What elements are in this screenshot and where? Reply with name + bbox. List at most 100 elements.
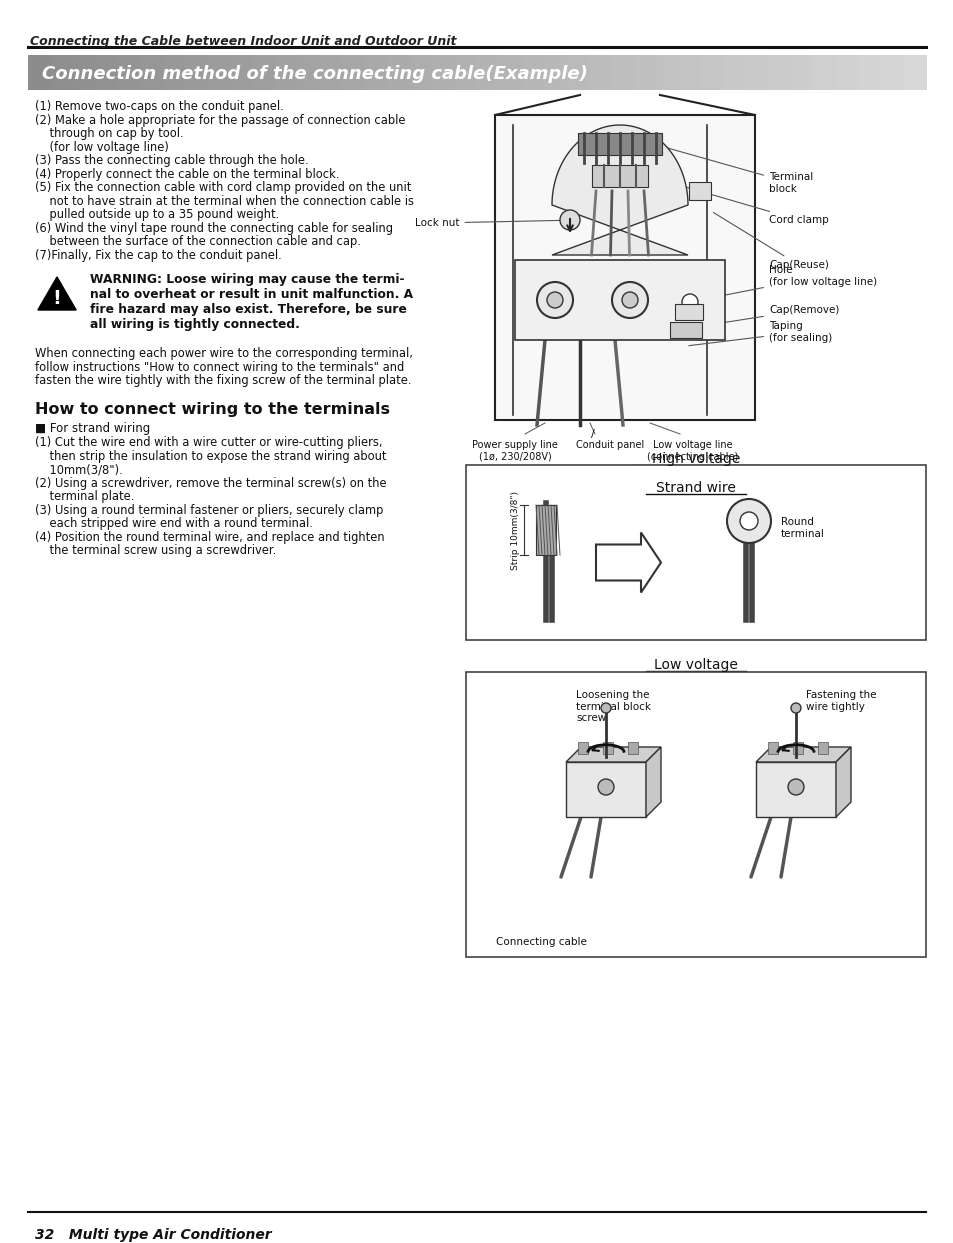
Text: through on cap by tool.: through on cap by tool. xyxy=(35,127,183,140)
Bar xyxy=(578,133,661,155)
Bar xyxy=(589,55,612,89)
Bar xyxy=(634,55,657,89)
Text: (4) Position the round terminal wire, and replace and tighten: (4) Position the round terminal wire, an… xyxy=(35,531,384,543)
Polygon shape xyxy=(38,277,76,310)
Polygon shape xyxy=(645,747,660,817)
Polygon shape xyxy=(552,126,687,255)
Text: When connecting each power wire to the corresponding terminal,: When connecting each power wire to the c… xyxy=(35,347,413,360)
Bar xyxy=(881,55,903,89)
Bar xyxy=(723,55,746,89)
Bar xyxy=(675,305,702,319)
Text: (7)Finally, Fix the cap to the conduit panel.: (7)Finally, Fix the cap to the conduit p… xyxy=(35,249,281,261)
Bar xyxy=(656,55,679,89)
Bar xyxy=(755,762,835,817)
Bar xyxy=(72,55,96,89)
Bar xyxy=(688,181,710,200)
Bar xyxy=(536,505,556,556)
Bar xyxy=(768,55,792,89)
Polygon shape xyxy=(755,747,850,762)
Bar xyxy=(790,55,814,89)
Bar xyxy=(544,55,567,89)
Bar xyxy=(208,55,231,89)
Bar xyxy=(858,55,882,89)
Text: (3) Pass the connecting cable through the hole.: (3) Pass the connecting cable through th… xyxy=(35,154,309,167)
Bar xyxy=(342,55,365,89)
Bar xyxy=(476,55,500,89)
Bar xyxy=(95,55,119,89)
Text: then strip the insulation to expose the strand wiring about: then strip the insulation to expose the … xyxy=(35,450,386,462)
Text: Power supply line
(1ø, 230/208V): Power supply line (1ø, 230/208V) xyxy=(472,440,558,461)
Text: (5) Fix the connection cable with cord clamp provided on the unit: (5) Fix the connection cable with cord c… xyxy=(35,181,411,194)
Circle shape xyxy=(546,292,562,308)
Circle shape xyxy=(621,292,638,308)
Text: (2) Make a hole appropriate for the passage of connection cable: (2) Make a hole appropriate for the pass… xyxy=(35,113,405,127)
Text: fire hazard may also exist. Therefore, be sure: fire hazard may also exist. Therefore, b… xyxy=(90,303,406,316)
Text: Terminal
block: Terminal block xyxy=(652,144,812,194)
Bar xyxy=(515,260,724,341)
Text: nal to overheat or result in unit malfunction. A: nal to overheat or result in unit malfun… xyxy=(90,288,413,301)
Text: Strand wire: Strand wire xyxy=(656,481,735,495)
Text: Connecting the Cable between Indoor Unit and Outdoor Unit: Connecting the Cable between Indoor Unit… xyxy=(30,35,456,48)
Bar xyxy=(745,55,769,89)
Bar xyxy=(495,116,754,420)
Circle shape xyxy=(600,704,610,713)
Text: (4) Properly connect the cable on the terminal block.: (4) Properly connect the cable on the te… xyxy=(35,168,339,180)
Text: Low voltage line
(connecting cable): Low voltage line (connecting cable) xyxy=(647,440,738,461)
Bar xyxy=(592,165,647,186)
Text: Cap(Reuse): Cap(Reuse) xyxy=(713,213,828,270)
Text: Fastening the
wire tightly: Fastening the wire tightly xyxy=(805,690,876,711)
Circle shape xyxy=(598,779,614,796)
Text: each stripped wire end with a round terminal.: each stripped wire end with a round term… xyxy=(35,517,313,530)
Text: /: / xyxy=(591,429,595,439)
Text: (for low voltage line): (for low voltage line) xyxy=(35,140,169,153)
Text: Round
terminal: Round terminal xyxy=(781,517,824,538)
Text: Low voltage: Low voltage xyxy=(654,658,738,672)
Text: Cap(Remove): Cap(Remove) xyxy=(691,305,839,328)
Bar xyxy=(700,55,724,89)
Bar xyxy=(792,742,802,755)
Text: (6) Wind the vinyl tape round the connecting cable for sealing: (6) Wind the vinyl tape round the connec… xyxy=(35,221,393,235)
Text: How to connect wiring to the terminals: How to connect wiring to the terminals xyxy=(35,401,390,416)
Bar xyxy=(627,742,638,755)
Bar xyxy=(432,55,456,89)
Bar xyxy=(817,742,827,755)
Circle shape xyxy=(790,704,801,713)
Bar xyxy=(163,55,186,89)
Text: !: ! xyxy=(52,288,61,307)
Circle shape xyxy=(537,282,573,318)
Circle shape xyxy=(681,295,698,310)
Polygon shape xyxy=(596,532,660,593)
Bar xyxy=(767,742,778,755)
Circle shape xyxy=(787,779,803,796)
Text: Connecting cable: Connecting cable xyxy=(496,937,586,947)
Text: Connection method of the connecting cable(Example): Connection method of the connecting cabl… xyxy=(42,65,587,82)
Bar xyxy=(409,55,433,89)
Circle shape xyxy=(740,512,758,530)
Text: Lock nut: Lock nut xyxy=(415,218,577,227)
Text: not to have strain at the terminal when the connection cable is: not to have strain at the terminal when … xyxy=(35,194,414,208)
Text: all wiring is tightly connected.: all wiring is tightly connected. xyxy=(90,318,299,331)
Text: 32   Multi type Air Conditioner: 32 Multi type Air Conditioner xyxy=(35,1228,272,1242)
Bar xyxy=(578,742,587,755)
Bar xyxy=(499,55,522,89)
Text: WARNING: Loose wiring may cause the termi-: WARNING: Loose wiring may cause the term… xyxy=(90,273,404,286)
Bar xyxy=(902,55,926,89)
Text: (1) Remove two-caps on the conduit panel.: (1) Remove two-caps on the conduit panel… xyxy=(35,99,283,113)
Text: Taping
(for sealing): Taping (for sealing) xyxy=(688,321,831,346)
Bar xyxy=(565,762,645,817)
Text: Hole
(for low voltage line): Hole (for low voltage line) xyxy=(692,265,876,302)
Bar xyxy=(28,55,51,89)
Text: between the surface of the connection cable and cap.: between the surface of the connection ca… xyxy=(35,235,360,249)
Bar xyxy=(140,55,164,89)
Text: Strip 10mm(3/8"): Strip 10mm(3/8") xyxy=(511,491,519,569)
Text: pulled outside up to a 35 pound weight.: pulled outside up to a 35 pound weight. xyxy=(35,208,279,221)
Bar xyxy=(669,322,701,338)
Circle shape xyxy=(612,282,647,318)
Text: 10mm(3/8").: 10mm(3/8"). xyxy=(35,462,123,476)
Text: terminal plate.: terminal plate. xyxy=(35,490,134,503)
Bar xyxy=(454,55,477,89)
Bar xyxy=(253,55,275,89)
Bar xyxy=(836,55,859,89)
Bar xyxy=(117,55,141,89)
Bar xyxy=(813,55,837,89)
